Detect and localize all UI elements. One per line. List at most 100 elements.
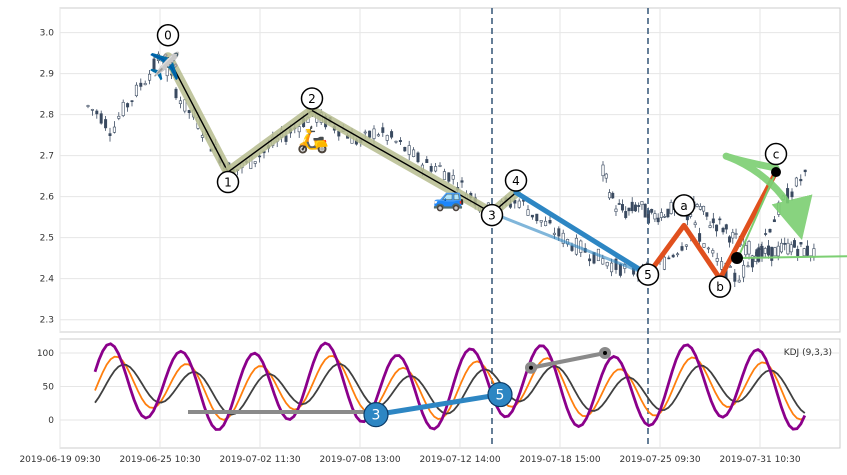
candle-body: [695, 204, 699, 207]
candle-body: [588, 258, 592, 262]
kdj-series-D: [94, 363, 806, 416]
wave-label-text: 2: [308, 92, 316, 106]
candle-body: [451, 175, 455, 180]
candle-body: [460, 180, 464, 183]
candle-body: [643, 203, 647, 218]
candle-body: [794, 177, 798, 187]
candle-body: [653, 213, 657, 220]
candle-body: [786, 242, 790, 255]
candle-body: [684, 244, 688, 247]
wave-label-text: c: [773, 148, 780, 162]
candle-body: [764, 233, 768, 235]
candle-body: [744, 245, 748, 256]
wave-label-circle: [480, 203, 504, 227]
kdj-y-tick-label: 50: [43, 383, 55, 393]
candle-body: [86, 105, 90, 107]
kdj-gray-dot-center: [603, 351, 607, 355]
candle-body: [728, 236, 732, 243]
candle-body: [152, 58, 156, 70]
candle-body: [442, 171, 446, 180]
candle-body: [605, 261, 609, 267]
candle-body: [601, 164, 605, 177]
candle-body: [772, 219, 776, 223]
candle-body: [95, 110, 99, 115]
x-tick-label: 2019-07-25 09:30: [619, 455, 700, 465]
candle-body: [447, 172, 451, 182]
wave-label-text: 3: [488, 209, 496, 223]
candle-body: [776, 245, 780, 257]
candle-body: [693, 222, 697, 226]
candle-body: [535, 213, 539, 222]
candle-body: [799, 242, 803, 245]
candle-body: [130, 100, 134, 102]
candle-body: [134, 84, 138, 97]
wave-line: [311, 109, 493, 214]
candle-body: [363, 131, 367, 134]
candle-body: [766, 245, 770, 256]
candle-body: [789, 244, 793, 253]
candle-body: [715, 258, 719, 262]
candle-body: [659, 212, 663, 218]
candle-body: [539, 220, 543, 223]
candle-body: [779, 242, 783, 253]
candle-body: [803, 169, 807, 173]
candle-body: [284, 135, 288, 142]
price-y-tick-label: 2.8: [40, 111, 55, 121]
candle-body: [666, 208, 670, 218]
emoji-marker: 🚙: [433, 183, 465, 213]
candle-body: [126, 103, 130, 108]
candle-body: [711, 250, 715, 254]
candle-body: [792, 240, 796, 248]
candle-body: [434, 166, 438, 172]
candle-body: [698, 233, 702, 242]
candle-body: [557, 228, 561, 237]
candle-body: [671, 254, 675, 258]
candle-body: [650, 208, 654, 213]
x-tick-label: 2019-06-19 09:30: [19, 455, 100, 465]
candle-body: [253, 161, 257, 164]
wave-label-circle: [636, 263, 660, 286]
candle-body: [548, 219, 552, 224]
candle-body: [698, 206, 702, 210]
candle-body: [746, 265, 750, 268]
kdj-blue-connector: [375, 392, 501, 418]
candle-body: [174, 88, 178, 99]
candle-body: [412, 149, 416, 157]
price-y-tick-label: 2.9: [40, 70, 55, 80]
wave-label-text: 0: [164, 29, 172, 43]
candle-body: [656, 217, 660, 223]
price-y-tick-label: 2.3: [40, 316, 54, 326]
candle-body: [618, 263, 622, 276]
candle-body: [429, 166, 433, 172]
wave-line: [227, 109, 313, 173]
wave-label-circle: [708, 275, 732, 298]
candle-body: [617, 203, 621, 205]
x-tick-label: 2019-07-02 11:30: [219, 455, 300, 465]
kdj-y-tick-label: 100: [37, 349, 54, 359]
candle-body: [390, 131, 394, 138]
price-y-tick-label: 2.7: [40, 152, 54, 162]
wave-line: [167, 56, 229, 173]
candle-body: [747, 241, 751, 255]
candle-body: [99, 113, 103, 124]
candle-body: [702, 205, 706, 212]
candle-body: [754, 255, 758, 262]
candle-body: [161, 66, 165, 69]
candle-body: [398, 140, 402, 143]
wave-label-circle: [216, 170, 240, 194]
candle-body: [517, 200, 521, 208]
candle-body: [372, 128, 376, 139]
kdj-series-J: [93, 341, 807, 431]
candle-body: [768, 228, 772, 233]
candle-body: [637, 205, 641, 207]
candle-body: [614, 258, 618, 270]
x-tick-label: 2019-07-12 14:00: [419, 455, 500, 465]
candle-body: [200, 135, 204, 138]
candle-body: [148, 73, 152, 81]
candle-body: [90, 109, 94, 111]
candle-body: [708, 225, 712, 228]
impulse-wave-5: [513, 190, 651, 278]
candle-body: [438, 165, 442, 167]
candle-body: [614, 208, 618, 212]
wave-label-text: a: [680, 199, 687, 213]
